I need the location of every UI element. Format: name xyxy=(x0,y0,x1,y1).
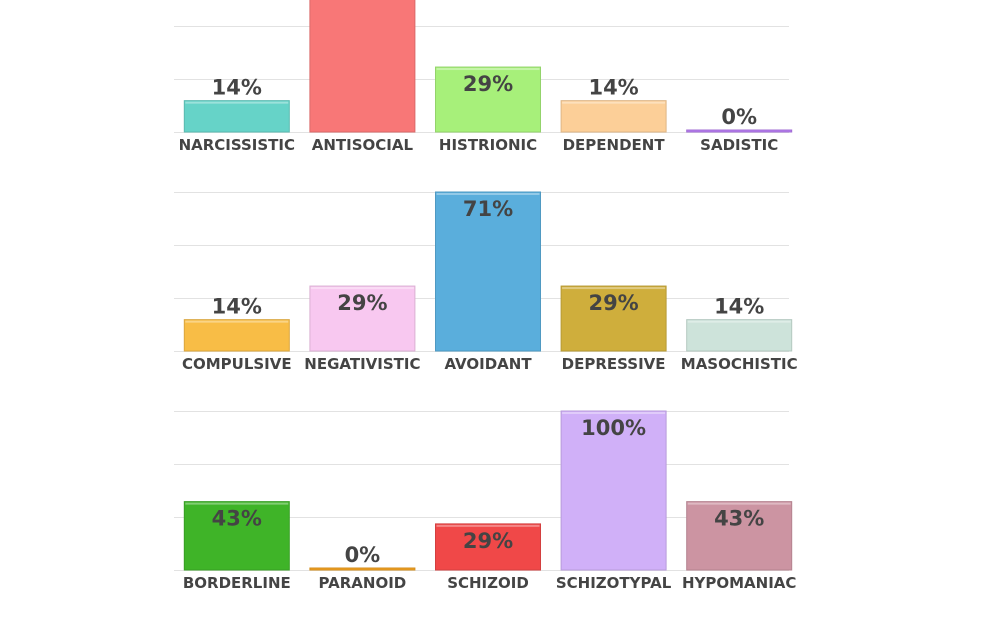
value-label: 0% xyxy=(345,543,381,567)
bar-sadistic xyxy=(686,129,793,133)
category-label: HYPOMANIAC xyxy=(682,574,796,592)
category-label: AVOIDANT xyxy=(444,355,532,373)
value-label: 29% xyxy=(588,291,638,315)
bar-dependent xyxy=(560,100,667,133)
bar-borderline xyxy=(183,501,290,571)
bar-highlight xyxy=(310,287,414,290)
bar-negativistic xyxy=(309,285,416,352)
bar-paranoid xyxy=(309,567,416,571)
bar-antisocial xyxy=(309,0,416,133)
category-label: NARCISSISTIC xyxy=(179,136,295,154)
category-label: DEPRESSIVE xyxy=(562,355,666,373)
value-label: 14% xyxy=(588,76,638,100)
bar-highlight xyxy=(185,101,289,104)
bar-highlight xyxy=(562,412,666,414)
category-label: BORDERLINE xyxy=(183,574,291,592)
chart-panel-1: 14% NARCISSISTIC 71% ANTISOCIAL 29% HISTRIONI… xyxy=(174,0,793,154)
bar-schizoid xyxy=(435,523,541,571)
value-label: 14% xyxy=(212,76,262,100)
chart-panel-3: 43% BORDERLINE 0% PARANOID 29% SCHIZOID 100% SC… xyxy=(174,410,796,592)
category-label: NEGATIVISTIC xyxy=(304,355,420,373)
value-label: 29% xyxy=(463,72,513,96)
bar-highlight xyxy=(436,193,540,195)
value-label: 43% xyxy=(714,507,764,531)
bar-narcissistic xyxy=(183,100,290,133)
bar-highlight xyxy=(687,320,791,323)
category-label: SCHIZOTYPAL xyxy=(556,574,672,592)
bar-masochistic xyxy=(686,319,793,352)
value-label: 14% xyxy=(212,295,262,319)
value-label: 71% xyxy=(337,0,387,2)
value-label: 14% xyxy=(714,295,764,319)
bar-avoidant xyxy=(435,191,541,352)
bar-highlight xyxy=(436,524,540,527)
bar-highlight xyxy=(185,320,289,323)
bar-hypomaniac xyxy=(686,501,793,571)
category-label: HISTRIONIC xyxy=(439,136,537,154)
chart-panel-2: 14% COMPULSIVE 29% NEGATIVISTIC 71% AVOIDANT 2… xyxy=(174,191,798,373)
category-label: DEPENDENT xyxy=(563,136,666,154)
value-label: 43% xyxy=(212,507,262,531)
category-label: PARANOID xyxy=(319,574,407,592)
bar-compulsive xyxy=(183,319,290,352)
value-label: 29% xyxy=(337,291,387,315)
category-label: SADISTIC xyxy=(700,136,778,154)
value-label: 100% xyxy=(581,416,646,440)
value-label: 71% xyxy=(463,197,513,221)
category-label: COMPULSIVE xyxy=(182,355,292,373)
category-label: ANTISOCIAL xyxy=(312,136,414,154)
value-label: 29% xyxy=(463,529,513,553)
category-label: SCHIZOID xyxy=(447,574,529,592)
bar-depressive xyxy=(560,285,667,352)
bar-highlight xyxy=(687,502,791,505)
bar-highlight xyxy=(562,101,666,104)
bar-schizotypal xyxy=(560,410,667,571)
value-label: 0% xyxy=(721,105,757,129)
category-label: MASOCHISTIC xyxy=(681,355,798,373)
bar-histrionic xyxy=(435,66,541,133)
bar-highlight xyxy=(185,502,289,505)
bar-highlight xyxy=(562,287,666,290)
bar-highlight xyxy=(436,68,540,71)
